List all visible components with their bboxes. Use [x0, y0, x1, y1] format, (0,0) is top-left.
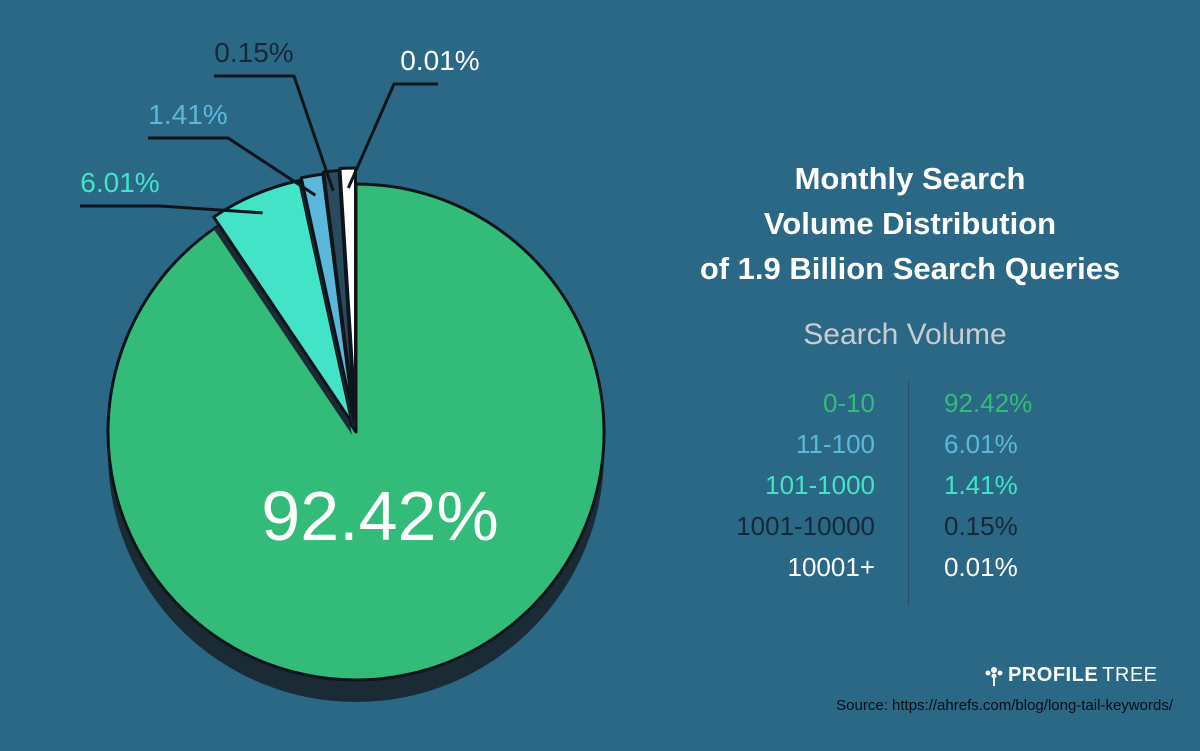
legend-percent: 0.01%: [944, 552, 1018, 582]
brand-name-light: TREE: [1102, 664, 1158, 686]
legend-title: Search Volume: [803, 318, 1007, 351]
legend-row: 101-1000 1.41%: [660, 462, 1080, 502]
main-slice-label: 92.42%: [261, 477, 498, 555]
callout-label: 1.41%: [148, 99, 227, 130]
source-citation: Source: https://ahrefs.com/blog/long-tai…: [836, 697, 1173, 714]
callout-label: 6.01%: [80, 167, 159, 198]
brand-name-bold: PROFILE: [1008, 664, 1099, 686]
chart-title: Monthly Search Volume Distribution of 1.…: [660, 156, 1160, 291]
legend-range: 1001-10000: [736, 511, 875, 541]
callout-line: [346, 82, 438, 189]
legend-percent: 1.41%: [944, 470, 1018, 500]
pie-slice-0-10: [106, 182, 606, 682]
legend-range: 11-100: [795, 429, 875, 459]
legend-percent: 6.01%: [944, 429, 1018, 459]
pie-slice-depth: [301, 186, 354, 433]
callout-line: [214, 74, 335, 192]
callout-label: 0.15%: [214, 37, 293, 68]
callout-line: [148, 136, 317, 197]
tree-icon: [985, 666, 1003, 686]
legend-row: 1001-10000 0.15%: [660, 503, 1080, 543]
legend-range: 10001+: [787, 552, 875, 582]
legend-divider: [908, 380, 909, 605]
brand-logo: PROFILE TREE: [984, 664, 1158, 687]
callout-label: 0.01%: [400, 45, 479, 76]
title-line-2: Volume Distribution: [763, 206, 1057, 241]
title-line-1: Monthly Search: [794, 161, 1026, 196]
pie-slice-11-100: [212, 178, 354, 425]
callout-line: [80, 204, 263, 215]
legend-range: 0-10: [822, 388, 875, 418]
legend-row: 10001+ 0.01%: [660, 544, 1080, 584]
legend-percent: 0.15%: [944, 511, 1018, 541]
legend-row: 11-100 6.01%: [660, 421, 1080, 461]
legend-range: 101-1000: [765, 470, 875, 500]
title-line-3: of 1.9 Billion Search Queries: [699, 251, 1121, 286]
legend-percent: 92.42%: [944, 388, 1033, 418]
legend-row: 0-10 92.42%: [660, 380, 1080, 420]
legend: 0-10 92.42% 11-100 6.01% 101-1000 1.41% …: [660, 380, 1080, 605]
